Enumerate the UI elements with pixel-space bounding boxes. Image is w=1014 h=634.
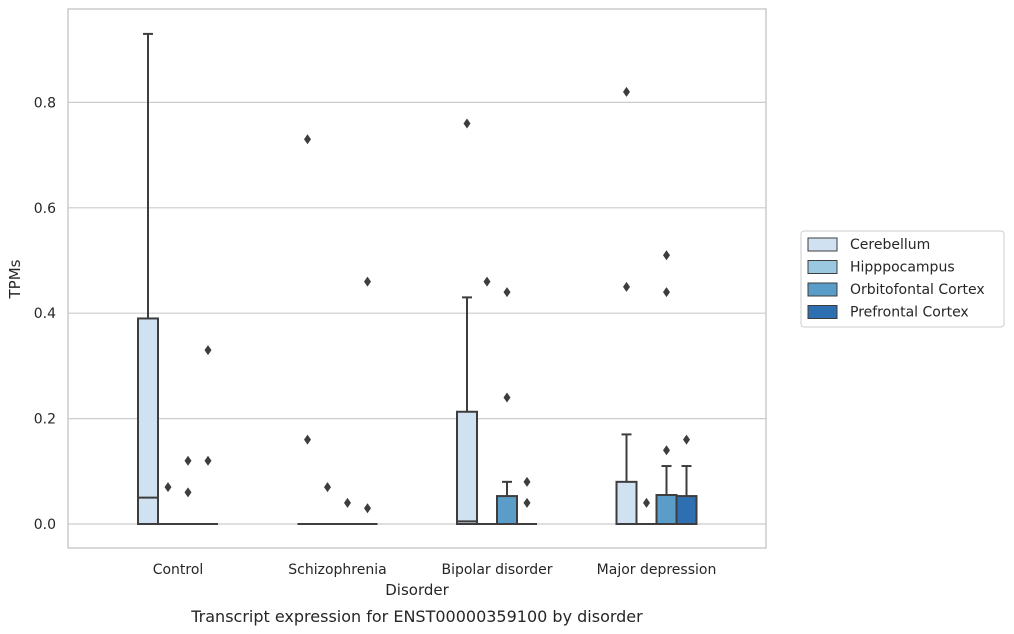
box-body <box>675 495 698 525</box>
y-tick-label: 0.4 <box>34 306 56 322</box>
outlier-point <box>623 86 630 97</box>
legend-label: Hipppocampus <box>850 260 955 276</box>
outlier-point <box>184 487 192 498</box>
x-tick-label: Schizophrenia <box>288 562 386 578</box>
y-tick-label: 0.6 <box>34 201 56 217</box>
outlier-point <box>364 276 371 287</box>
outlier-point <box>623 281 630 292</box>
outlier-point <box>324 482 331 493</box>
box-cerebellum <box>456 118 478 525</box>
box-body <box>137 317 159 525</box>
box-cerebellum <box>615 86 638 525</box>
outlier-point <box>204 455 212 466</box>
y-tick-labels: 0.0 0.2 0.4 0.6 0.8 <box>34 95 56 533</box>
y-tick-label: 0.0 <box>34 517 56 533</box>
outlier-point <box>364 503 371 514</box>
y-tick-label: 0.2 <box>34 412 56 428</box>
outlier-point <box>463 118 471 129</box>
box-prefrontal-cortex <box>675 434 698 525</box>
box-prefrontal-cortex <box>357 276 378 525</box>
y-tick-label: 0.8 <box>34 95 56 111</box>
x-axis-label: Disorder <box>385 581 449 599</box>
outlier-point <box>683 434 690 445</box>
legend-items: Cerebellum Hipppocampus Orbitofontal Corte… <box>807 237 985 321</box>
plot-frame <box>67 8 767 549</box>
box-hipppocampus <box>158 482 178 525</box>
legend-label: Prefrontal Cortex <box>850 305 969 321</box>
x-tick-label: Major depression <box>597 562 717 578</box>
gridlines <box>68 101 766 525</box>
outlier-point <box>304 134 311 145</box>
outlier-point <box>503 392 511 403</box>
legend-label: Orbitofontal Cortex <box>850 282 985 298</box>
legend-swatch <box>807 260 838 274</box>
box-body <box>496 495 518 525</box>
outlier-point <box>523 476 531 487</box>
outlier-point <box>503 287 511 298</box>
outlier-point <box>483 276 491 287</box>
y-axis-label: TPMs <box>6 259 24 299</box>
box-hipppocampus <box>317 482 338 525</box>
outlier-point <box>164 482 172 493</box>
outlier-point <box>663 287 670 298</box>
legend-label: Cerebellum <box>850 237 930 253</box>
box-marks <box>137 32 698 526</box>
x-tick-labels: Control Schizophrenia Bipolar disorder Majo… <box>153 562 717 578</box>
box-prefrontal-cortex <box>517 476 537 525</box>
outlier-point <box>663 445 670 456</box>
outlier-point <box>304 434 311 445</box>
box-body <box>655 494 678 526</box>
legend-swatch <box>807 305 838 319</box>
outlier-point <box>184 455 192 466</box>
box-cerebellum <box>297 134 318 525</box>
chart-caption: Transcript expression for ENST0000035910… <box>190 607 643 626</box>
legend-frame <box>800 230 1005 328</box>
x-tick-label: Control <box>153 562 204 578</box>
x-tick-label: Bipolar disorder <box>441 562 552 578</box>
box-orbitofontal-cortex <box>655 250 678 526</box>
box-cerebellum <box>137 32 159 525</box>
box-orbitofontal-cortex <box>178 455 198 525</box>
outlier-point <box>643 497 650 508</box>
box-prefrontal-cortex <box>198 345 218 525</box>
legend: Cerebellum Hipppocampus Orbitofontal Corte… <box>800 230 1005 328</box>
legend-swatch <box>807 282 838 297</box>
box-orbitofontal-cortex <box>496 287 518 525</box>
box-orbitofontal-cortex <box>337 497 358 525</box>
box-body <box>615 480 638 525</box>
outlier-point <box>523 497 531 508</box>
box-body <box>456 410 478 525</box>
outlier-point <box>204 345 212 356</box>
outlier-point <box>344 497 351 508</box>
box-hipppocampus <box>477 276 497 525</box>
outlier-point <box>663 250 670 261</box>
box-hipppocampus <box>636 497 657 525</box>
legend-swatch <box>807 237 838 252</box>
